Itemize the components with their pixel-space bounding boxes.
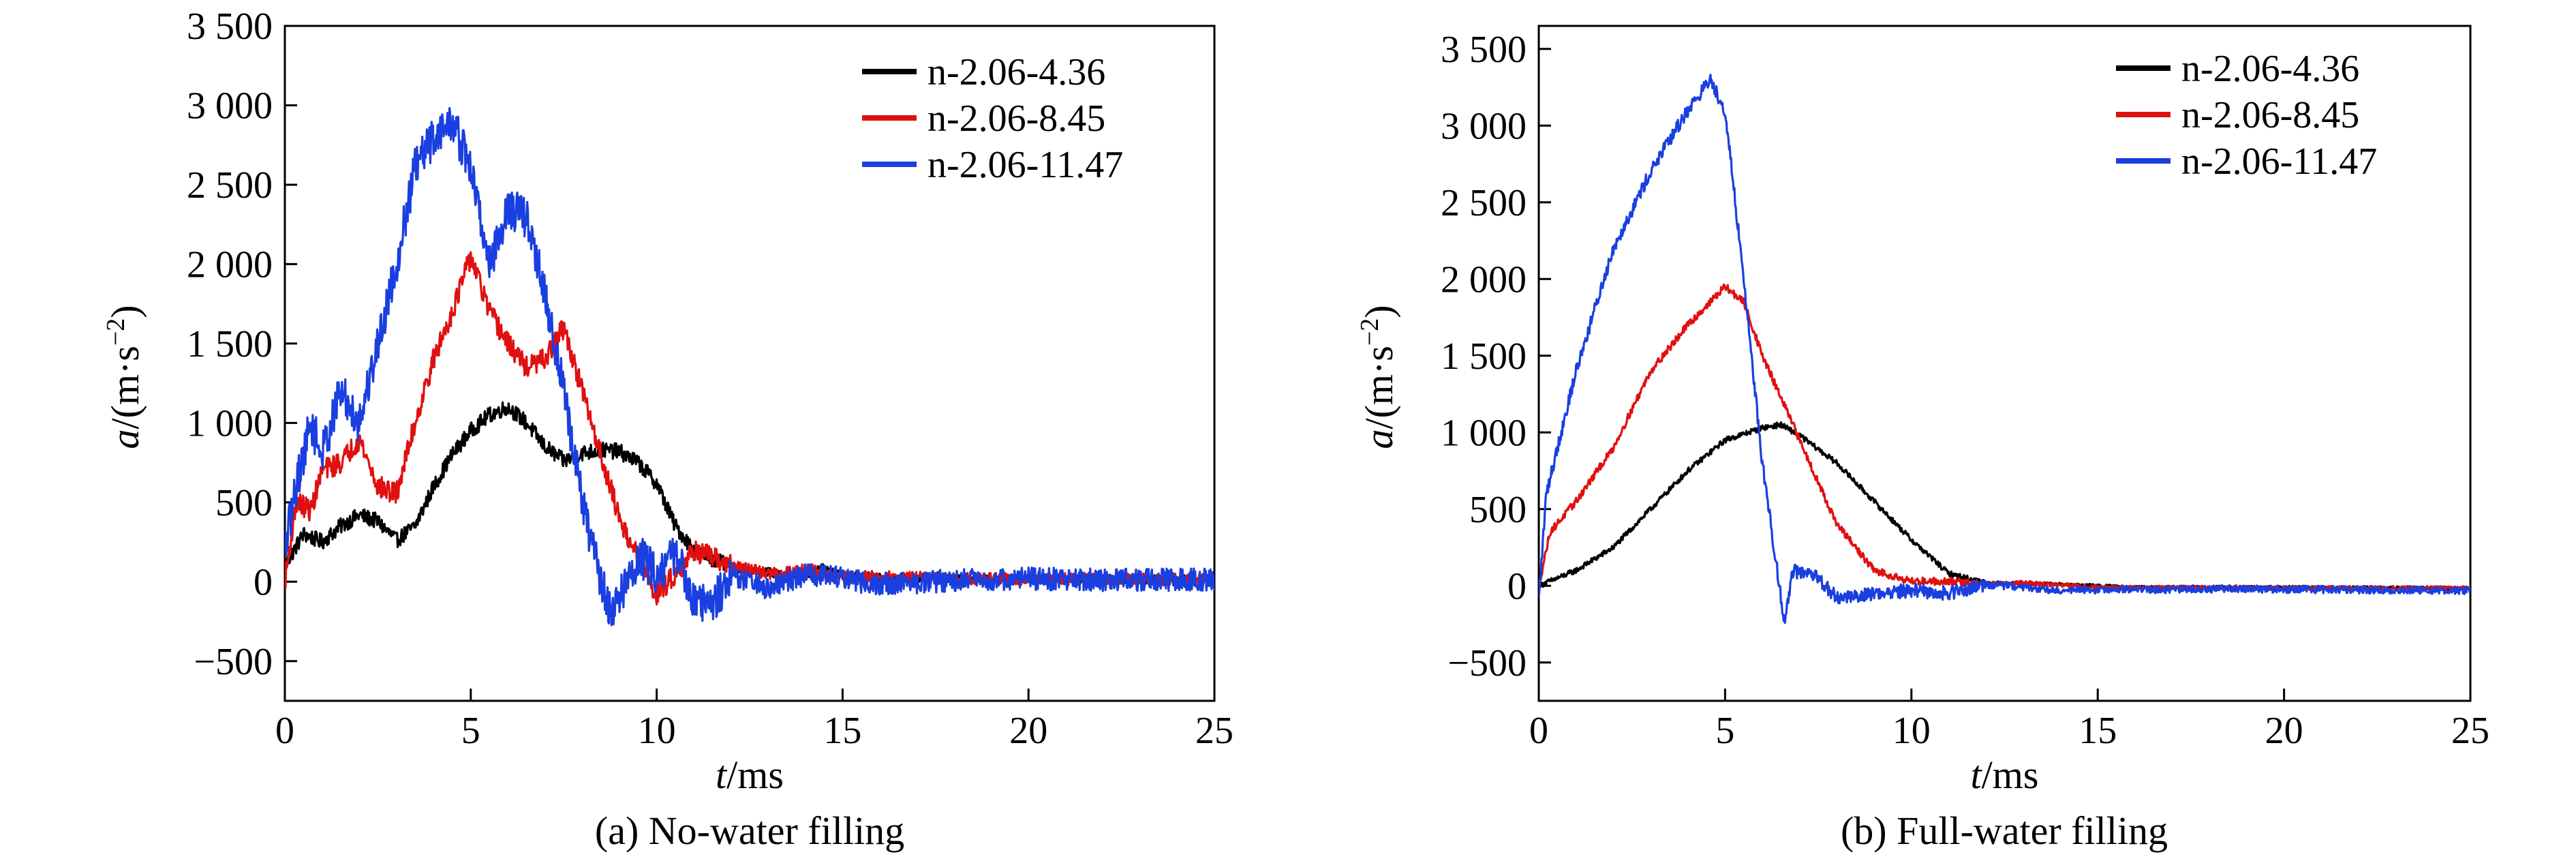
y-axis-title: a/(m·s−2) xyxy=(102,305,147,449)
y-tick-label: 2 500 xyxy=(187,164,273,207)
y-tick-label: 1 000 xyxy=(187,402,273,444)
y-tick-label: 2 000 xyxy=(187,243,273,286)
series-line-2 xyxy=(1539,283,2470,592)
y-tick-label: 0 xyxy=(1507,565,1527,607)
y-tick-label: 500 xyxy=(215,482,273,524)
x-axis-title: t/ms xyxy=(1971,753,2039,797)
y-tick-label: 3 500 xyxy=(187,5,273,48)
x-tick-label: 20 xyxy=(2265,710,2303,752)
x-axis-title: t/ms xyxy=(716,753,784,797)
plot-frame xyxy=(1537,25,2472,702)
y-tick-label: 3 500 xyxy=(1441,29,1527,71)
y-tick-label: 2 000 xyxy=(1441,258,1527,301)
legend-label: n-2.06-11.47 xyxy=(2181,140,2377,183)
x-tick-label: 5 xyxy=(1715,710,1734,752)
x-tick-label: 15 xyxy=(823,710,861,752)
x-tick-label: 10 xyxy=(638,710,676,752)
legend-label: n-2.06-11.47 xyxy=(927,144,1123,186)
legend-label: n-2.06-8.45 xyxy=(927,97,1105,140)
panel-caption: (a) No-water filling xyxy=(595,809,904,853)
y-tick-label: −500 xyxy=(1447,642,1527,684)
y-axis-title: a/(m·s−2) xyxy=(1355,305,1401,449)
y-tick-label: 1 500 xyxy=(1441,335,1527,378)
y-tick-label: 1 500 xyxy=(187,323,273,365)
plot-frame xyxy=(283,25,1216,702)
y-tick-label: 1 000 xyxy=(1441,412,1527,454)
series-line-1 xyxy=(285,401,1214,585)
series-group xyxy=(1539,74,2470,624)
x-tick-label: 25 xyxy=(2451,710,2489,752)
y-tick-label: 0 xyxy=(254,561,273,603)
y-tick-label: 3 000 xyxy=(1441,105,1527,147)
series-line-3 xyxy=(1539,74,2470,624)
y-tick-label: 3 000 xyxy=(187,85,273,127)
legend-label: n-2.06-4.36 xyxy=(927,51,1105,93)
x-tick-label: 5 xyxy=(461,710,480,752)
x-tick-label: 25 xyxy=(1195,710,1233,752)
panel-caption: (b) Full-water filling xyxy=(1841,809,2168,853)
series-line-3 xyxy=(285,107,1214,627)
x-tick-label: 15 xyxy=(2079,710,2117,752)
legend-label: n-2.06-8.45 xyxy=(2181,94,2359,136)
series-line-2 xyxy=(285,251,1214,606)
x-tick-label: 20 xyxy=(1009,710,1047,752)
y-tick-label: 2 500 xyxy=(1441,182,1527,224)
x-tick-label: 10 xyxy=(1892,710,1931,752)
y-tick-label: −500 xyxy=(194,641,273,683)
x-tick-label: 0 xyxy=(275,710,294,752)
series-group xyxy=(285,107,1214,627)
legend-label: n-2.06-4.36 xyxy=(2181,48,2359,90)
x-tick-label: 0 xyxy=(1529,710,1548,752)
series-line-1 xyxy=(1539,421,2470,591)
y-tick-label: 500 xyxy=(1469,489,1527,531)
